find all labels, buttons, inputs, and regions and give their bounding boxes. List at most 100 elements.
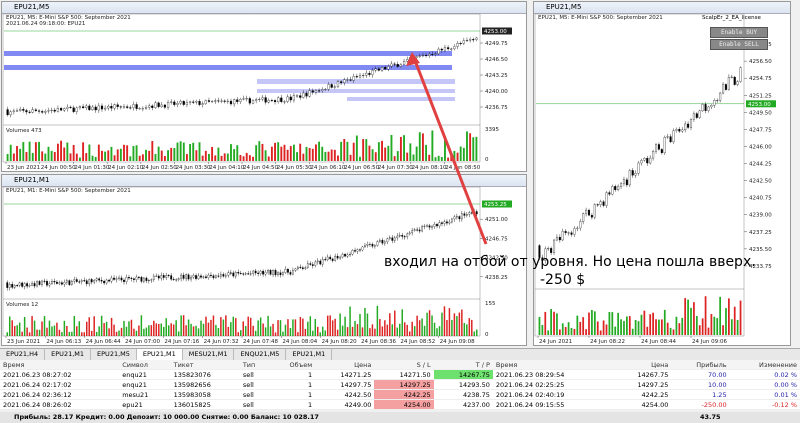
candle-body xyxy=(459,43,462,45)
candle-body xyxy=(195,101,198,103)
candle-body xyxy=(182,101,185,105)
cell: 14271.50 xyxy=(374,369,434,380)
candle-body xyxy=(299,266,302,268)
candle-body xyxy=(239,272,242,274)
candle-body xyxy=(120,277,123,281)
candle-body xyxy=(202,276,205,278)
candle-body xyxy=(547,248,550,250)
candle-body xyxy=(710,105,713,108)
candle-body xyxy=(280,97,283,102)
tab[interactable]: EPU21,M5 xyxy=(91,349,137,360)
candle-body xyxy=(341,253,344,258)
tab[interactable]: EPU21,M1 xyxy=(286,349,333,360)
candle-body xyxy=(118,277,120,279)
candle-body xyxy=(286,96,289,102)
candle-body xyxy=(362,75,365,76)
candle-body xyxy=(415,56,418,58)
candle-body xyxy=(133,278,135,280)
cell: 14297.75 xyxy=(315,379,375,390)
candle-body xyxy=(63,108,66,111)
price-tick-label: 4249.50 xyxy=(749,110,772,116)
candle-body xyxy=(47,110,50,112)
footer-total: 43.75 xyxy=(700,413,721,421)
chart-window[interactable]: EPU21,M5 EPU21, M5: E-Mini S&P 500: Septe… xyxy=(533,1,791,346)
time-tick-label: 24 Jun 09:08 xyxy=(440,339,475,345)
trade-row[interactable]: 2021.06.24 08:26:02 epu21 136015825 sell 1 42… xyxy=(0,399,800,410)
candle-body xyxy=(396,64,399,67)
cell: 14293.50 xyxy=(433,379,493,390)
candle-body xyxy=(182,274,185,279)
current-price: 4253.00 xyxy=(748,102,771,108)
trade-row[interactable]: 2021.06.24 02:36:12 mesu21 135983058 sell 1 4… xyxy=(0,389,800,400)
candle-body xyxy=(245,98,248,100)
candle-body xyxy=(200,275,202,278)
candle-body xyxy=(456,43,459,47)
enable-sell-button[interactable]: Enable SELL xyxy=(710,39,768,50)
candle-body xyxy=(365,72,368,76)
candle-body xyxy=(78,106,82,109)
price-tick-label: 4247.75 xyxy=(749,127,772,133)
price-tick-label: 4237.25 xyxy=(749,230,772,236)
tab[interactable]: ENQU21,M5 xyxy=(234,349,287,360)
tab[interactable]: EPU21,M1 xyxy=(136,349,183,360)
candle-body xyxy=(423,225,426,227)
candle-body xyxy=(185,102,189,105)
candle-body xyxy=(625,179,628,186)
tab[interactable]: EPU21,M1 xyxy=(45,349,92,360)
candle-body xyxy=(469,39,472,41)
candle-body xyxy=(41,280,43,285)
volume-label: Volumes 473 xyxy=(6,128,42,134)
candle-body xyxy=(681,129,684,132)
candle-body xyxy=(299,95,302,98)
candle-body xyxy=(433,224,436,227)
tab[interactable]: MESU21,M1 xyxy=(183,349,235,360)
candle-body xyxy=(352,76,355,81)
trade-row[interactable]: 2021.06.23 08:27:02 enqu21 135823076 sell 1 1… xyxy=(0,369,800,380)
trade-row[interactable]: 2021.06.24 02:17:02 enqu21 135982656 sell 1 1… xyxy=(0,379,800,390)
candle-body xyxy=(132,104,135,108)
candle-body xyxy=(463,213,466,216)
candle-body xyxy=(301,267,304,269)
candle-body xyxy=(739,67,742,82)
time-tick-label: 24 Jun 00:50 xyxy=(41,165,76,171)
cell: enqu21 xyxy=(119,369,171,380)
enable-buy-button[interactable]: Enable BUY xyxy=(710,27,768,38)
candle-body xyxy=(421,55,425,57)
candle-body xyxy=(195,275,197,279)
candle-body xyxy=(16,285,19,287)
candle-body xyxy=(587,209,591,216)
candle-body xyxy=(553,239,556,253)
candle-body xyxy=(251,100,255,104)
candle-body xyxy=(277,97,280,103)
candle-body xyxy=(257,272,260,274)
candle-body xyxy=(46,281,48,286)
candle-body xyxy=(451,218,453,223)
candle-body xyxy=(123,279,125,282)
tab[interactable]: EPU21,H4 xyxy=(0,349,46,360)
candle-body xyxy=(346,254,349,257)
cell: mesu21 xyxy=(119,389,171,400)
candle-body xyxy=(695,113,698,118)
candle-body xyxy=(378,239,381,242)
annotation-loss: -250 $ xyxy=(540,272,586,288)
candle-body xyxy=(192,275,195,278)
candle-body xyxy=(175,279,178,281)
time-tick-label: 23 Jun 2021 xyxy=(7,339,40,345)
candle-body xyxy=(314,90,318,93)
candle-body xyxy=(660,149,663,154)
candle-body xyxy=(107,105,110,109)
candle-body xyxy=(646,158,649,164)
candle-body xyxy=(261,97,264,100)
candle-body xyxy=(669,136,672,143)
time-tick-label: 24 Jun 08:44 xyxy=(641,339,676,345)
candle-body xyxy=(689,119,693,128)
chart-window[interactable]: EPU21,M5 EPU21, M5: E-Mini S&P 500: Septe… xyxy=(1,1,527,172)
candle-body xyxy=(719,92,722,101)
candle-body xyxy=(239,99,242,102)
time-tick-label: 24 Jun 06:50 xyxy=(344,165,379,171)
candle-body xyxy=(66,106,69,109)
cell: 10.00 xyxy=(671,379,730,390)
candle-body xyxy=(377,68,380,71)
candle-body xyxy=(391,237,394,241)
